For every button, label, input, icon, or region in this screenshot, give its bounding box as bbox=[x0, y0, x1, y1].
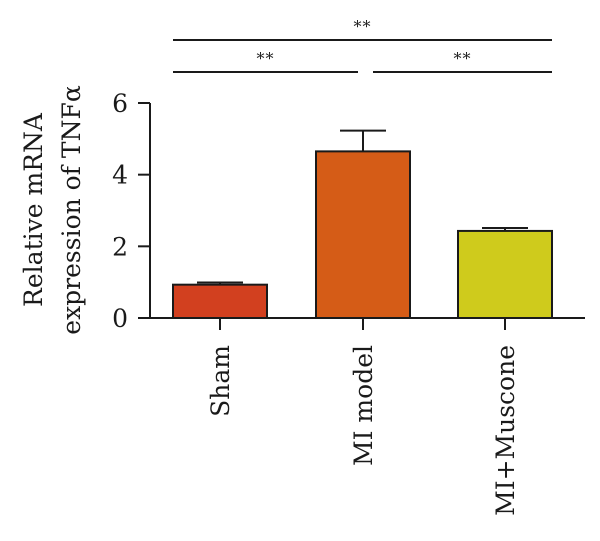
significance-brackets: ** ** ** bbox=[173, 17, 552, 73]
bars bbox=[172, 129, 553, 319]
y-axis-label-line: expression of TNFα bbox=[57, 85, 86, 335]
x-tick-label: MI+Muscone bbox=[491, 345, 520, 516]
significance-label: ** bbox=[257, 49, 275, 68]
y-tick-label: 4 bbox=[112, 161, 128, 190]
x-axis: Sham MI model MI+Muscone bbox=[150, 317, 585, 516]
significance-label: ** bbox=[454, 49, 472, 68]
bar bbox=[315, 150, 411, 319]
bar bbox=[172, 283, 268, 319]
y-axis-label: Relative mRNA expression of TNFα bbox=[19, 85, 86, 335]
significance-label: ** bbox=[354, 17, 372, 36]
y-axis: 0 2 4 6 bbox=[112, 89, 151, 333]
y-axis-label-line: Relative mRNA bbox=[19, 112, 48, 307]
x-tick-label: MI model bbox=[349, 345, 378, 466]
x-tick-label: Sham bbox=[206, 345, 235, 417]
y-tick-label: 0 bbox=[112, 304, 128, 333]
y-tick-label: 2 bbox=[112, 232, 128, 261]
y-tick-label: 6 bbox=[112, 89, 128, 118]
bar bbox=[457, 229, 553, 319]
